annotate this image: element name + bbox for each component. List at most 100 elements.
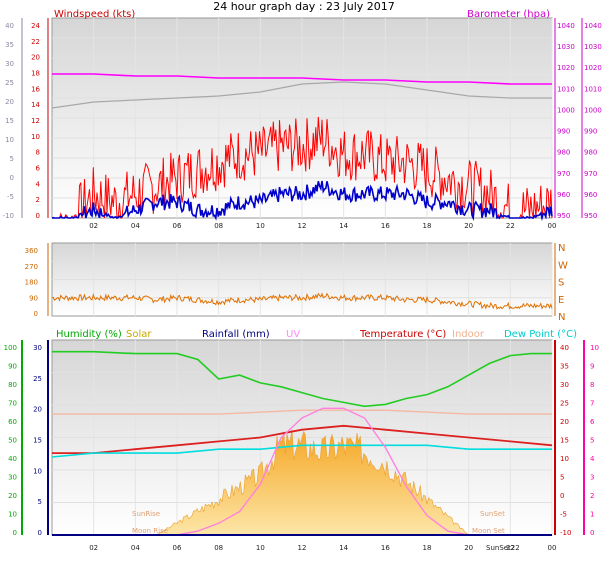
uv-tick-label: 0 — [590, 529, 594, 537]
rainfall-tick-label: 10 — [33, 467, 42, 475]
x-tick-label: 20 — [464, 222, 473, 230]
sunrise-label: SunRise — [132, 510, 160, 518]
uv-tick-label: 5 — [590, 437, 594, 445]
x-tick-label: 12 — [298, 222, 307, 230]
legend-label: UV — [286, 329, 300, 340]
x-tick-label: 18 — [423, 544, 432, 552]
x-tick-label: 02 — [89, 222, 98, 230]
x-tick-label: 04 — [131, 544, 140, 552]
windspeed-tick-label: 24 — [31, 22, 40, 30]
grey-pressure-line — [51, 81, 552, 109]
compass-label: W — [558, 260, 568, 271]
legend-label: Rainfall (mm) — [202, 329, 270, 340]
x-tick-label: 08 — [214, 544, 223, 552]
x-tick-label: 10 — [256, 544, 265, 552]
uv-tick-label: 8 — [590, 381, 594, 389]
temperature-tick-label: 15 — [560, 437, 569, 445]
temperature-tick-label: 25 — [560, 400, 569, 408]
humidity-tick-label: 70 — [8, 400, 17, 408]
humidity-tick-label: 50 — [8, 437, 17, 445]
indoor-temperature-line — [52, 409, 552, 415]
outer-left-tick-label: 35 — [5, 41, 14, 49]
barometer-tick-label: 990 — [557, 128, 570, 136]
x-tick-label: 04 — [131, 222, 140, 230]
outer-right-tick-label: 1020 — [584, 64, 602, 72]
windspeed-tick-label: 20 — [31, 54, 40, 62]
compass-label: N — [558, 243, 565, 254]
outer-right-tick-label: 970 — [584, 170, 597, 178]
barometer-tick-label: 980 — [557, 149, 570, 157]
x-tick-label: 20 — [464, 544, 473, 552]
barometer-tick-label: 950 — [557, 212, 570, 220]
barometer-tick-label: 1030 — [557, 43, 575, 51]
outer-left-tick-label: -10 — [3, 212, 14, 220]
outer-right-tick-label: 950 — [584, 212, 597, 220]
humidity-line — [52, 350, 552, 408]
outer-right-tick-label: 1010 — [584, 85, 602, 93]
x-tick-label: 14 — [339, 544, 348, 552]
x-tick-label: 16 — [381, 544, 390, 552]
windspeed-tick-label: 18 — [31, 70, 40, 78]
temperature-tick-label: 40 — [560, 344, 569, 352]
uv-line — [52, 407, 552, 536]
outer-left-tick-label: 25 — [5, 79, 14, 87]
windspeed-average-line — [51, 180, 553, 222]
outer-left-tick-label: 40 — [5, 22, 14, 30]
x-tick-label: 16 — [381, 222, 390, 230]
uv-tick-label: 3 — [590, 474, 594, 482]
windspeed-tick-label: 8 — [36, 149, 40, 157]
humidity-tick-label: 20 — [8, 492, 17, 500]
temperature-tick-label: 35 — [560, 363, 569, 371]
windspeed-tick-label: 4 — [36, 180, 41, 188]
wind-direction-tick-label: 270 — [25, 263, 38, 271]
humidity-tick-label: 30 — [8, 474, 17, 482]
sunset-label: SunSet — [480, 510, 505, 518]
humidity-tick-label: 10 — [8, 511, 17, 519]
rainfall-tick-label: 15 — [33, 437, 42, 445]
barometer-tick-label: 1040 — [557, 22, 575, 30]
x-tick-label: 00 — [548, 222, 557, 230]
barometer-tick-label: 960 — [557, 191, 570, 199]
temperature-tick-label: 20 — [560, 418, 569, 426]
outer-left-tick-label: 30 — [5, 60, 14, 68]
outer-left-tick-label: 5 — [10, 155, 14, 163]
uv-tick-label: 4 — [590, 455, 595, 463]
x-tick-label: 22 — [506, 222, 515, 230]
legend-label: Indoor — [452, 329, 485, 340]
moonset-label: Moon Set — [472, 527, 505, 535]
temperature-tick-label: 10 — [560, 455, 569, 463]
outer-left-tick-label: 0 — [10, 174, 14, 182]
rainfall-tick-label: 20 — [33, 406, 42, 414]
moonrise-label: Moon Rise — [132, 527, 168, 535]
windspeed-tick-label: 22 — [31, 38, 40, 46]
chart-title: 24 hour graph day : 23 July 2017 — [213, 0, 395, 13]
rainfall-tick-label: 30 — [33, 344, 42, 352]
x-tick-label: 22 — [506, 544, 515, 552]
wind-direction-tick-label: 360 — [25, 247, 38, 255]
temperature-tick-label: -5 — [560, 511, 567, 519]
humidity-tick-label: 80 — [8, 381, 17, 389]
x-tick-label: 06 — [173, 544, 182, 552]
windspeed-tick-label: 6 — [36, 165, 41, 173]
outer-left-tick-label: 20 — [5, 98, 14, 106]
rainfall-tick-label: 0 — [38, 529, 42, 537]
barometer-tick-label: 970 — [557, 170, 570, 178]
x-tick-label: 12 — [298, 544, 307, 552]
dew-point-line — [51, 444, 552, 458]
compass-label: E — [558, 295, 564, 306]
windspeed-tick-label: 0 — [36, 212, 40, 220]
uv-tick-label: 2 — [590, 492, 594, 500]
wind-direction-tick-label: 90 — [29, 294, 38, 302]
windspeed-tick-label: 2 — [36, 196, 40, 204]
humidity-tick-label: 0 — [13, 529, 17, 537]
x-tick-label: 18 — [423, 222, 432, 230]
temperature-tick-label: 30 — [560, 381, 569, 389]
outer-right-tick-label: 1000 — [584, 106, 602, 114]
humidity-tick-label: 40 — [8, 455, 17, 463]
outer-right-tick-label: 1040 — [584, 22, 602, 30]
sunset-hour-label: SunSet22 — [486, 544, 520, 552]
x-tick-label: 00 — [548, 544, 557, 552]
barometer-tick-label: 1010 — [557, 85, 575, 93]
windspeed-gust-line — [51, 116, 553, 220]
